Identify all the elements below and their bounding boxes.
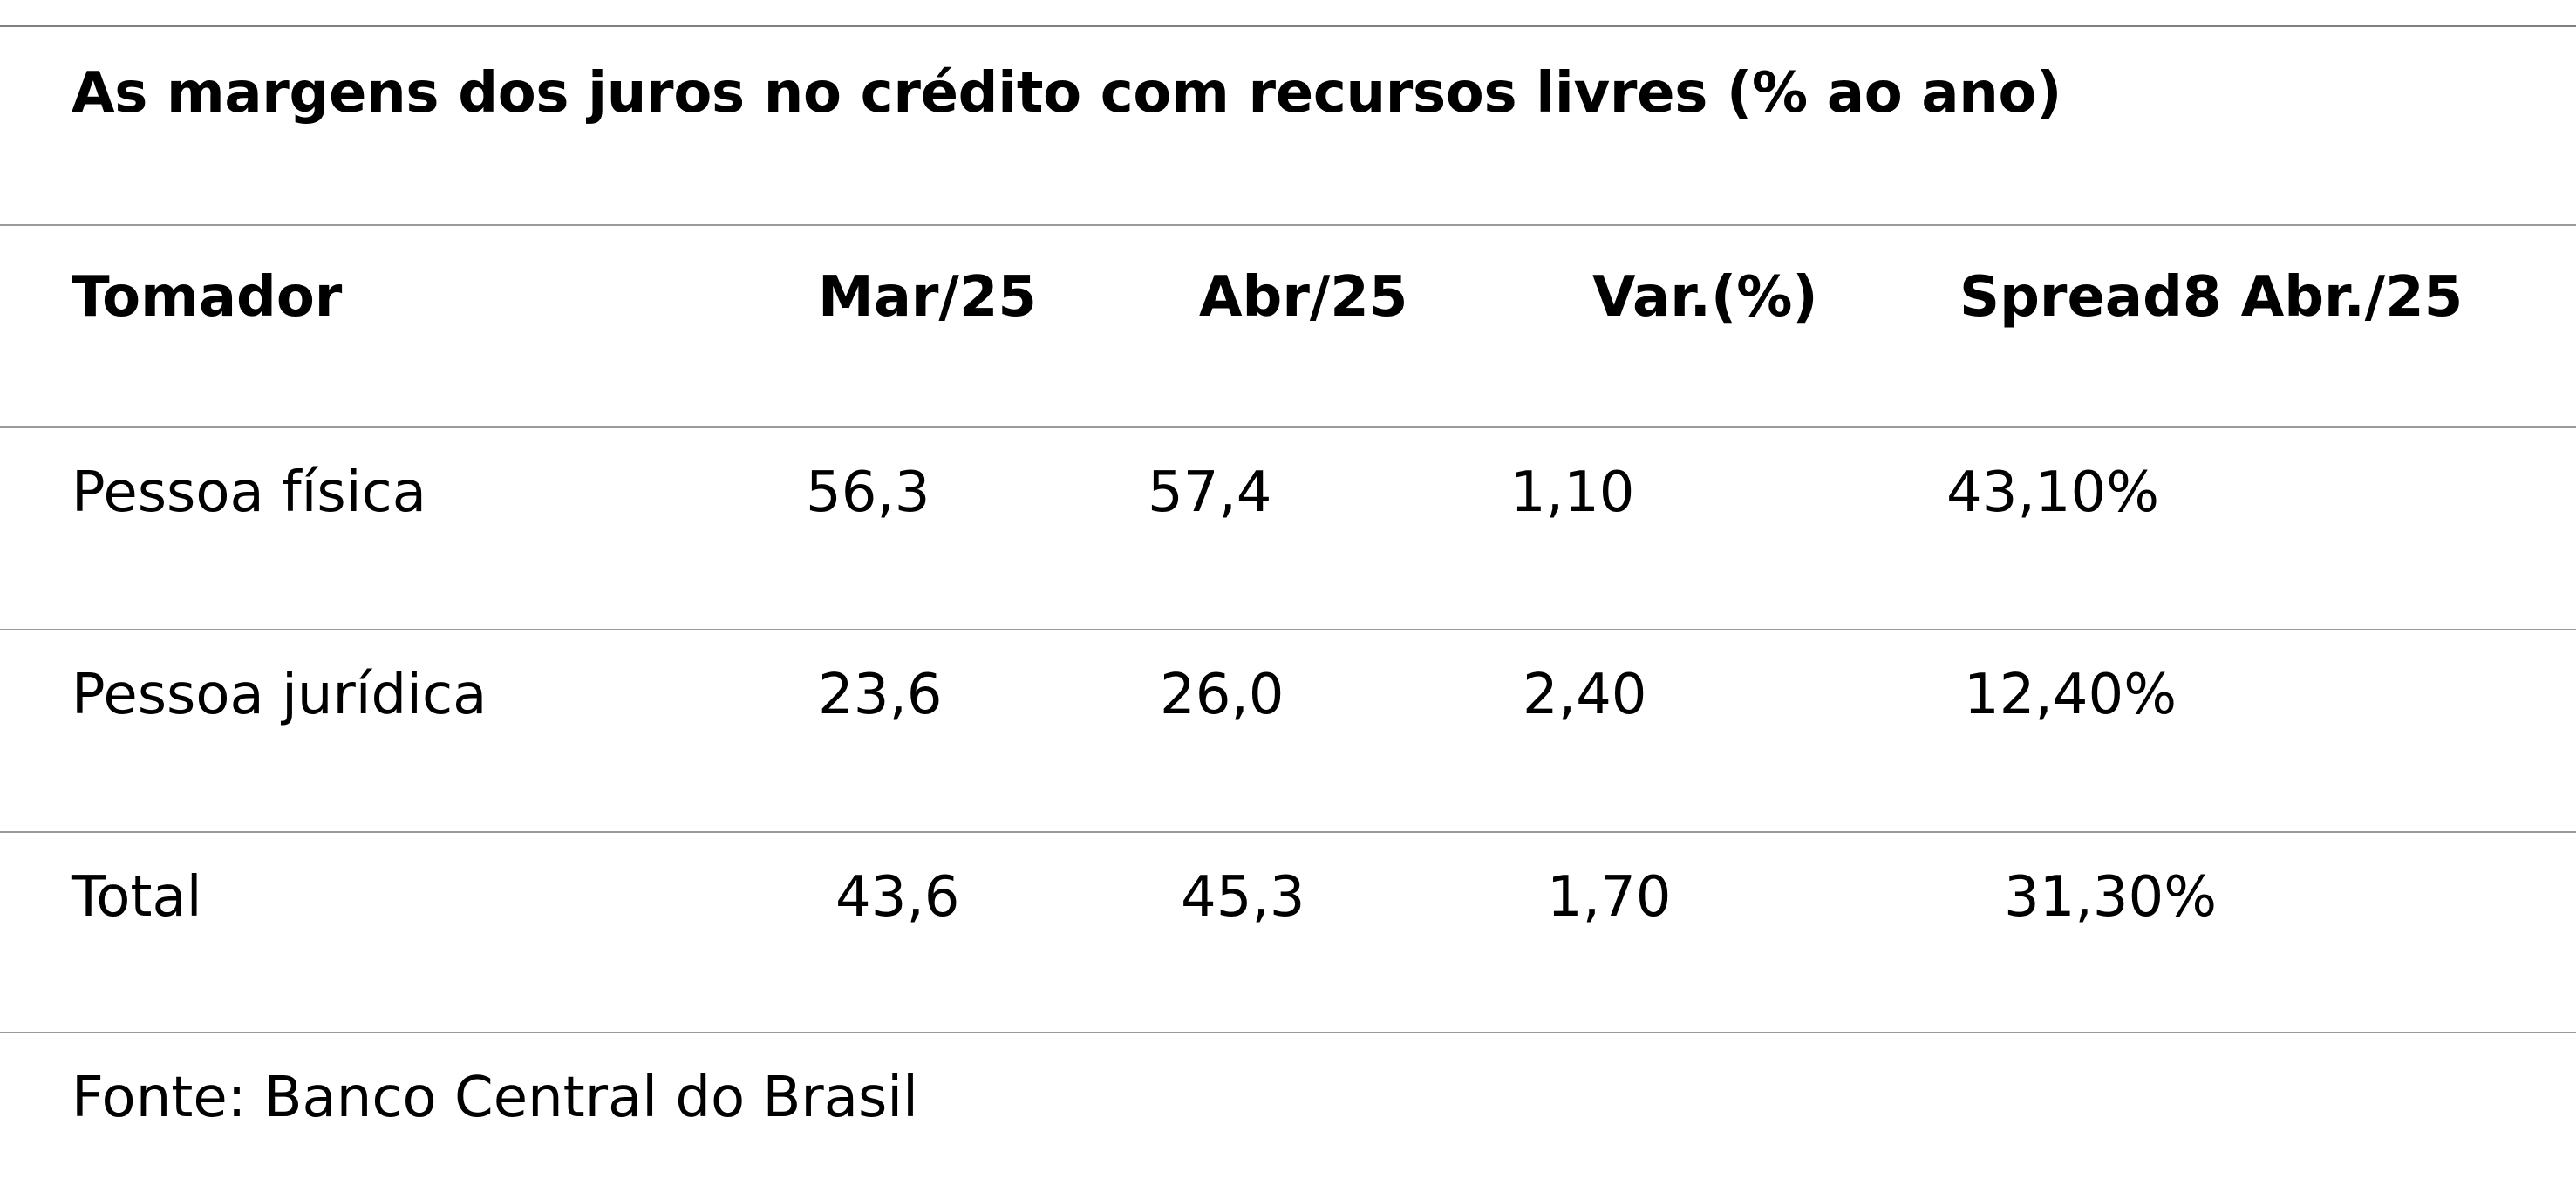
cell-mar25: 43,6 bbox=[835, 865, 960, 930]
cell-var: 1,70 bbox=[1547, 865, 1672, 930]
cell-var: 2,40 bbox=[1523, 663, 1647, 727]
cell-spread: 43,10% bbox=[1946, 460, 2160, 525]
cell-tomador: Pessoa física bbox=[72, 460, 426, 525]
cell-mar25: 56,3 bbox=[806, 460, 930, 525]
cell-abr25: 57,4 bbox=[1148, 460, 1272, 525]
cell-spread: 12,40% bbox=[1964, 663, 2177, 727]
header-spread: Spread8 Abr./25 bbox=[1959, 265, 2464, 330]
rule-below-row-2 bbox=[0, 831, 2576, 833]
cell-tomador: Total bbox=[72, 865, 202, 930]
header-tomador: Tomador bbox=[72, 265, 343, 330]
cell-abr25: 45,3 bbox=[1181, 865, 1305, 930]
cell-tomador: Pessoa jurídica bbox=[72, 663, 487, 727]
rule-below-row-3 bbox=[0, 1032, 2576, 1033]
cell-spread: 31,30% bbox=[2004, 865, 2218, 930]
header-abr25: Abr/25 bbox=[1199, 265, 1408, 330]
cell-var: 1,10 bbox=[1510, 460, 1635, 525]
rule-below-title bbox=[0, 224, 2576, 226]
table-top-rule bbox=[0, 25, 2576, 27]
cell-mar25: 23,6 bbox=[818, 663, 943, 727]
header-var: Var.(%) bbox=[1592, 265, 1818, 330]
table-title: As margens dos juros no crédito com recu… bbox=[72, 61, 2062, 126]
source-note: Fonte: Banco Central do Brasil bbox=[72, 1066, 918, 1130]
rule-below-header bbox=[0, 426, 2576, 428]
rule-below-row-1 bbox=[0, 629, 2576, 630]
header-mar25: Mar/25 bbox=[818, 265, 1037, 330]
cell-abr25: 26,0 bbox=[1160, 663, 1285, 727]
